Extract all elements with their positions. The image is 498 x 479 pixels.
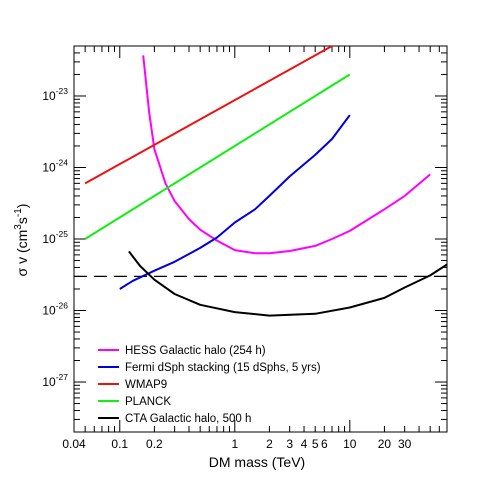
x-tick-label: 30	[398, 437, 412, 451]
legend-label: CTA Galactic halo, 500 h	[125, 413, 251, 425]
x-tick-label: 5	[312, 437, 319, 451]
legend-label: PLANCK	[125, 396, 171, 408]
x-tick-label: 0.2	[146, 437, 163, 451]
x-tick-label: 10	[343, 437, 357, 451]
x-tick-label: 4	[301, 437, 308, 451]
x-tick-label: 0.04	[62, 437, 86, 451]
legend-label: WMAP9	[125, 379, 167, 391]
x-tick-label: 0.1	[111, 437, 128, 451]
legend-label: Fermi dSph stacking (15 dSphs, 5 yrs)	[125, 362, 321, 374]
series-line-3	[84, 46, 333, 185]
x-tick-label: 20	[378, 437, 392, 451]
y-tick-label: 10-26	[42, 301, 68, 318]
y-tick-label: 10-27	[42, 372, 68, 389]
series-line-4	[84, 73, 351, 240]
legend: HESS Galactic halo (254 h) Fermi dSph sta…	[98, 345, 321, 425]
x-axis-ticks	[73, 46, 448, 432]
y-tick-label: 10-23	[42, 86, 68, 103]
x-axis-title: DM mass (TeV)	[209, 454, 305, 470]
data-layer	[74, 46, 447, 317]
y-tick-label: 10-24	[42, 157, 68, 174]
series-line-5	[128, 250, 447, 317]
y-axis-title: σ v (cm3s-1)	[13, 204, 30, 277]
plot-area: 0.04 0.1 0.2 1 2 3 4 5 6 10 20 30 10-27 10-26 10-25 10-…	[13, 45, 448, 470]
x-tick-label: 2	[266, 437, 273, 451]
legend-label: HESS Galactic halo (254 h)	[125, 345, 266, 357]
y-tick-label: 10-25	[42, 229, 68, 246]
series-line-2	[119, 114, 351, 290]
y-axis-ticks	[74, 45, 447, 433]
plot-frame	[73, 45, 448, 433]
x-tick-label: 1	[231, 437, 238, 451]
x-tick-label: 3	[286, 437, 293, 451]
x-tick-label: 6	[321, 437, 328, 451]
series-line-1	[142, 55, 431, 255]
